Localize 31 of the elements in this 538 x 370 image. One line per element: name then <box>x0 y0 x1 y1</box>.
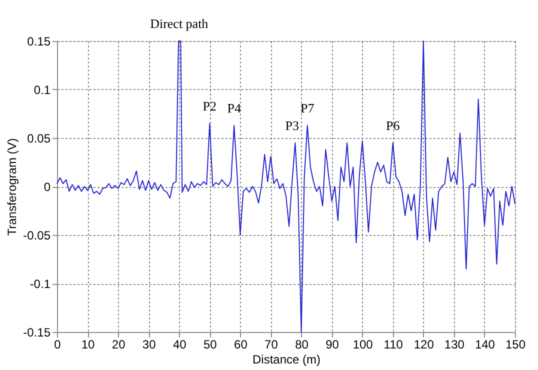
x-tick-label: 150 <box>505 338 526 352</box>
y-tick-label: 0.1 <box>34 83 51 97</box>
y-tick-label: -0.15 <box>23 326 51 340</box>
y-tick-label: -0.1 <box>30 277 51 291</box>
x-tick-label: 40 <box>172 338 187 352</box>
x-tick-label: 90 <box>326 338 340 352</box>
y-tick-label: -0.05 <box>23 228 51 242</box>
x-tick-label: 60 <box>234 338 248 352</box>
y-axis-title: Transferogram (V) <box>5 138 20 236</box>
y-tick-label: 0.05 <box>27 132 51 146</box>
x-tick-label: 30 <box>142 338 156 352</box>
x-tick-label: 140 <box>474 338 496 352</box>
x-axis-title: Distance (m) <box>252 352 321 366</box>
x-tick-label: 10 <box>81 338 96 352</box>
annotation: P4 <box>227 100 242 116</box>
annotation: P3 <box>285 118 299 133</box>
x-tick-label: 20 <box>112 338 126 352</box>
x-tick-label: 70 <box>264 338 278 352</box>
annotation: P2 <box>202 98 217 114</box>
x-tick-label: 120 <box>414 338 434 352</box>
x-tick-label: 100 <box>352 338 374 352</box>
x-tick-label: 0 <box>54 338 62 352</box>
annotation: Direct path <box>150 16 209 31</box>
x-tick-label: 50 <box>203 338 218 352</box>
y-tick-label: 0.15 <box>27 34 51 48</box>
y-tick-label: 0 <box>44 180 51 194</box>
x-tick-label: 110 <box>384 338 404 352</box>
x-tick-label: 130 <box>444 338 465 352</box>
annotation: P7 <box>300 100 315 116</box>
x-tick-label: 80 <box>295 338 309 352</box>
annotation: P6 <box>386 118 400 133</box>
